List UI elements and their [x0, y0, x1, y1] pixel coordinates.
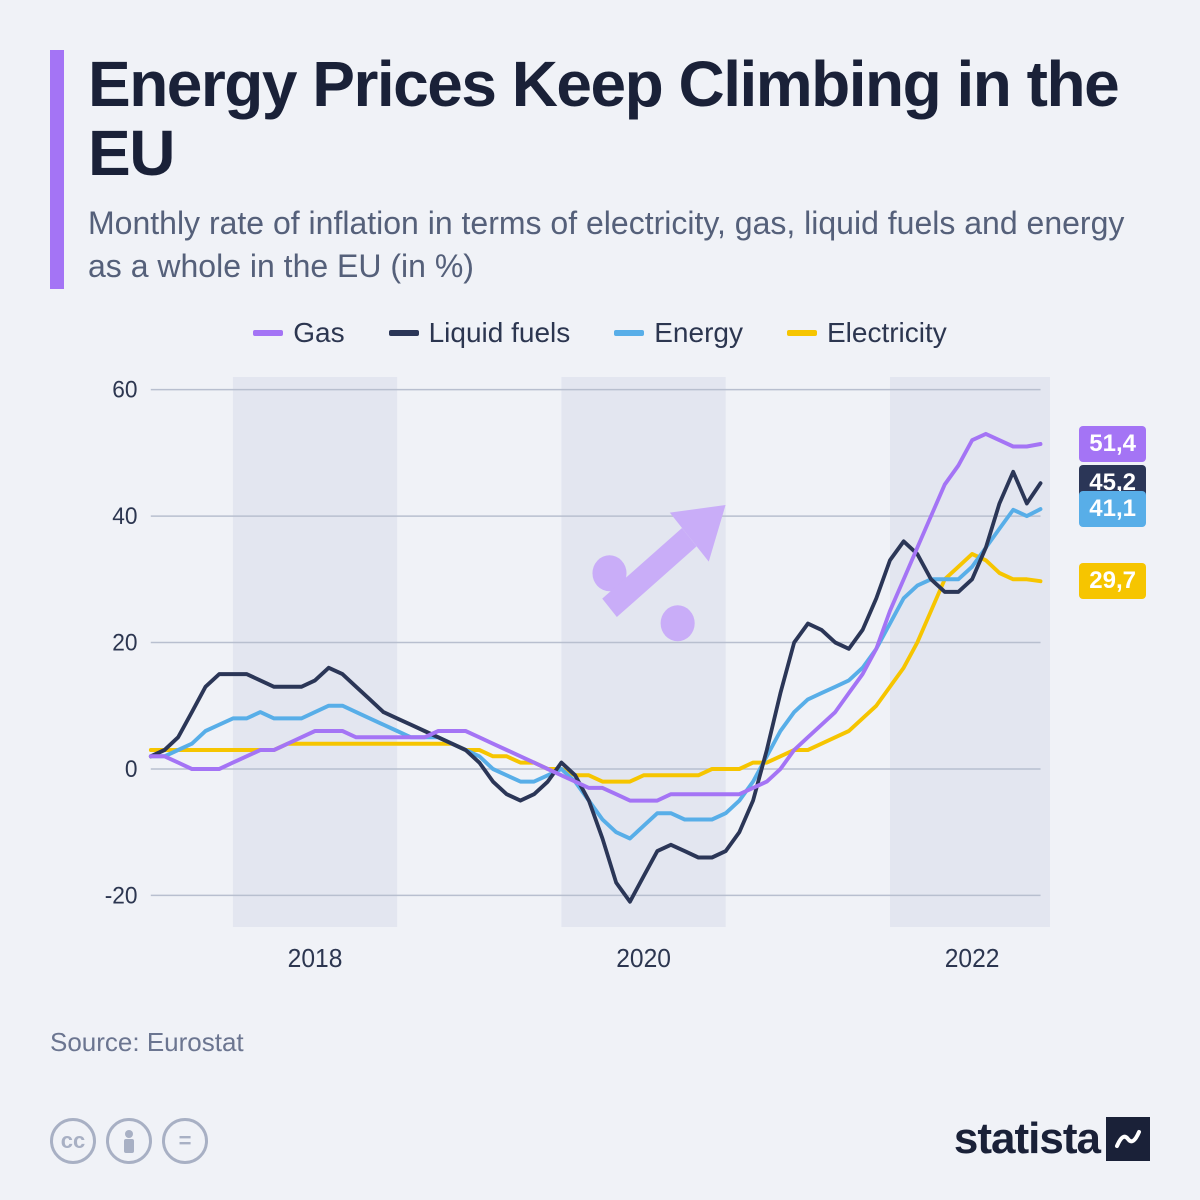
- svg-text:-20: -20: [105, 881, 138, 908]
- svg-text:2022: 2022: [945, 944, 1000, 973]
- end-label-electricity: 29,7: [1079, 563, 1146, 599]
- legend-label: Liquid fuels: [429, 317, 571, 349]
- legend-swatch: [253, 330, 283, 336]
- chart: -200204060201820202022 51,445,241,129,7: [94, 367, 1050, 987]
- license-icons: cc =: [50, 1118, 208, 1164]
- legend-label: Energy: [654, 317, 743, 349]
- accent-bar: [50, 50, 64, 289]
- end-label-energy: 41,1: [1079, 491, 1146, 527]
- legend-item-energy: Energy: [614, 317, 743, 349]
- cc-icon: cc: [50, 1118, 96, 1164]
- by-icon: [106, 1118, 152, 1164]
- page-title: Energy Prices Keep Climbing in the EU: [88, 50, 1150, 188]
- legend-swatch: [389, 330, 419, 336]
- brand: statista: [954, 1114, 1150, 1164]
- footer: cc = statista: [50, 1114, 1150, 1164]
- svg-text:40: 40: [112, 502, 137, 529]
- brand-mark-icon: [1106, 1117, 1150, 1161]
- svg-text:20: 20: [112, 629, 137, 656]
- svg-text:2020: 2020: [616, 944, 671, 973]
- source-text: Source: Eurostat: [50, 1027, 1150, 1058]
- end-label-gas: 51,4: [1079, 426, 1146, 462]
- legend-item-gas: Gas: [253, 317, 344, 349]
- svg-text:0: 0: [125, 755, 138, 782]
- page-subtitle: Monthly rate of inflation in terms of el…: [88, 202, 1150, 288]
- legend-item-liquid-fuels: Liquid fuels: [389, 317, 571, 349]
- title-wrap: Energy Prices Keep Climbing in the EU Mo…: [88, 50, 1150, 289]
- nd-icon: =: [162, 1118, 208, 1164]
- brand-text: statista: [954, 1114, 1100, 1164]
- svg-text:2018: 2018: [288, 944, 343, 973]
- chart-svg: -20 0 20 40 60 2018 2020 2022: [94, 367, 1050, 987]
- header: Energy Prices Keep Climbing in the EU Mo…: [50, 50, 1150, 289]
- legend-label: Electricity: [827, 317, 947, 349]
- svg-text:60: 60: [112, 376, 137, 403]
- legend-label: Gas: [293, 317, 344, 349]
- legend-swatch: [787, 330, 817, 336]
- legend-swatch: [614, 330, 644, 336]
- legend-item-electricity: Electricity: [787, 317, 947, 349]
- legend: Gas Liquid fuels Energy Electricity: [50, 317, 1150, 349]
